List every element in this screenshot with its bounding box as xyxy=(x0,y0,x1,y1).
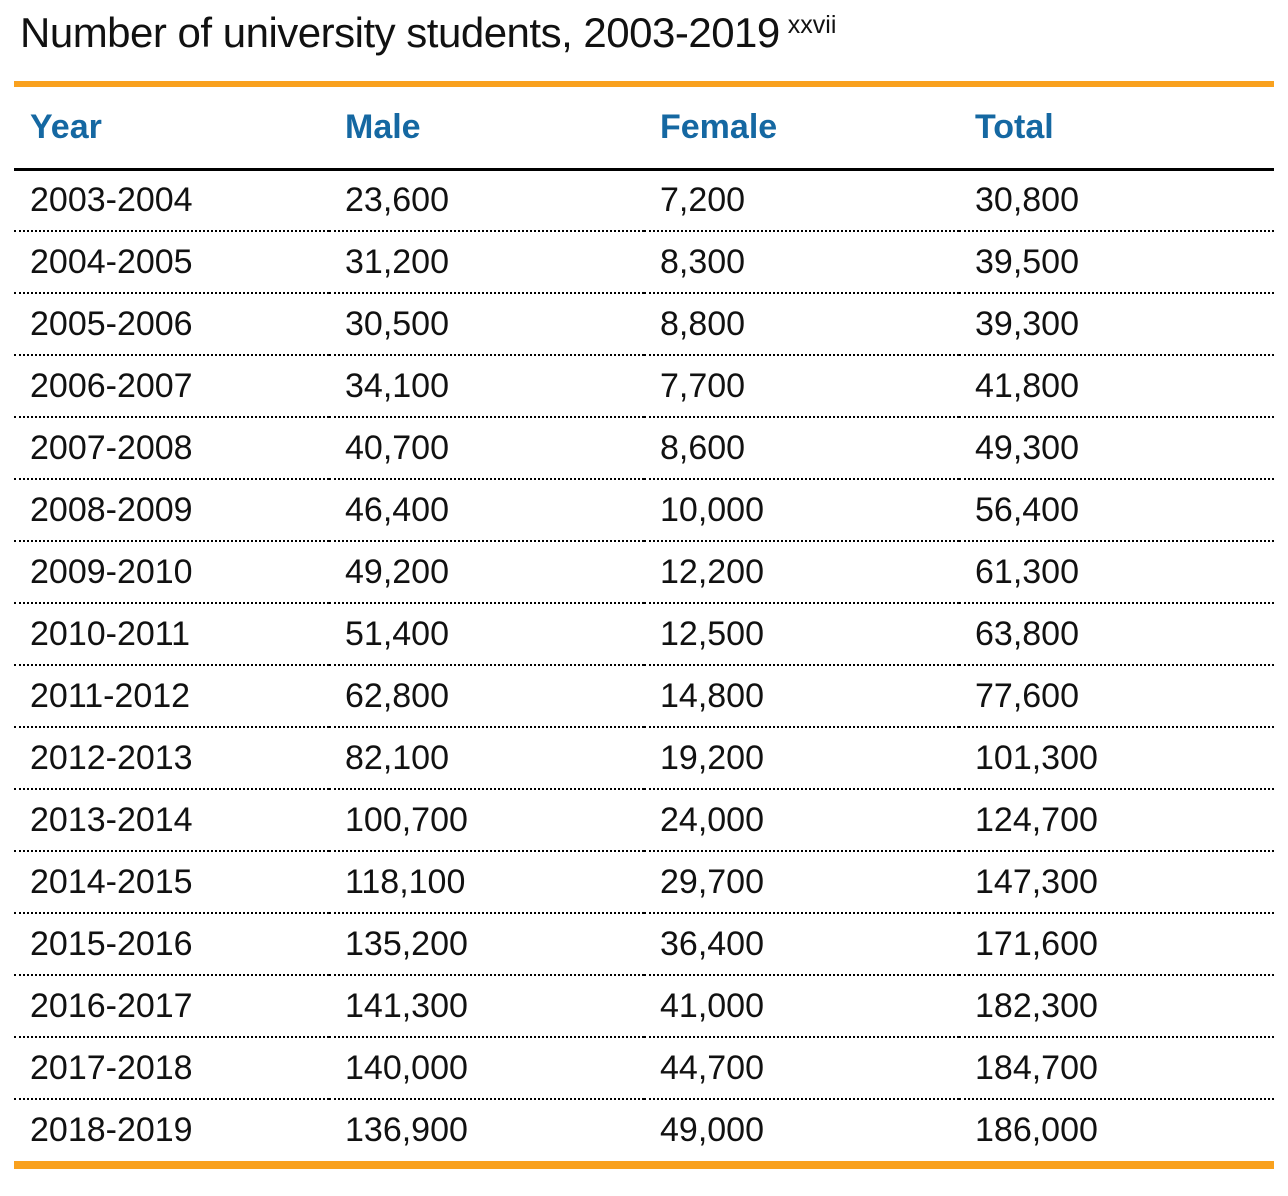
top-orange-rule xyxy=(14,81,1274,87)
page-title: Number of university students, 2003-2019… xyxy=(14,0,1274,81)
table-row: 2003-2004 23,600 7,200 30,800 xyxy=(14,169,1274,232)
cell-year: 2009-2010 xyxy=(14,541,329,604)
cell-year: 2011-2012 xyxy=(14,665,329,728)
cell-female: 12,200 xyxy=(644,541,959,604)
cell-total: 41,800 xyxy=(959,355,1274,418)
cell-female: 24,000 xyxy=(644,789,959,852)
cell-female: 12,500 xyxy=(644,603,959,666)
column-header-female: Female xyxy=(644,87,959,171)
cell-male: 62,800 xyxy=(329,665,644,728)
cell-female: 7,200 xyxy=(644,169,959,232)
cell-total: 186,000 xyxy=(975,1111,1098,1149)
table-row: 2005-2006 30,500 8,800 39,300 xyxy=(14,293,1274,356)
cell-year: 2010-2011 xyxy=(14,603,329,666)
cell-total: 49,300 xyxy=(959,417,1274,480)
table-row: 2018-2019 136,900 49,000 186,000 xyxy=(14,1099,1274,1161)
cell-female: 8,800 xyxy=(644,293,959,356)
university-students-table: Year Male Female Total 2003-2004 23,600 7,… xyxy=(14,87,1274,1161)
table-row: 2011-2012 62,800 14,800 77,600 xyxy=(14,665,1274,728)
table-title-text: Number of university students, 2003-2019 xyxy=(20,9,780,56)
table-row: 2004-2005 31,200 8,300 39,500 xyxy=(14,231,1274,294)
cell-male: 46,400 xyxy=(329,479,644,542)
cell-year: 2016-2017 xyxy=(14,975,329,1038)
cell-total: 56,400 xyxy=(959,479,1274,542)
cell-year: 2003-2004 xyxy=(14,169,329,232)
cell-total: 39,500 xyxy=(959,231,1274,294)
cell-female: 29,700 xyxy=(644,851,959,914)
cell-male: 34,100 xyxy=(329,355,644,418)
report-table-page: Number of university students, 2003-2019… xyxy=(14,0,1274,1169)
cell-male: 40,700 xyxy=(329,417,644,480)
cell-year: 2015-2016 xyxy=(14,913,329,976)
table-row: 2008-2009 46,400 10,000 56,400 xyxy=(14,479,1274,542)
cell-total: 77,600 xyxy=(959,665,1274,728)
bottom-orange-rule xyxy=(14,1161,1274,1169)
table-row: 2016-2017 141,300 41,000 182,300 xyxy=(14,975,1274,1038)
cell-male: 141,300 xyxy=(329,975,644,1038)
table-row: 2007-2008 40,700 8,600 49,300 xyxy=(14,417,1274,480)
cell-total: 61,300 xyxy=(959,541,1274,604)
cell-female: 7,700 xyxy=(644,355,959,418)
table-row: 2009-2010 49,200 12,200 61,300 xyxy=(14,541,1274,604)
cell-total: 101,300 xyxy=(959,727,1274,790)
table-row: 2010-2011 51,400 12,500 63,800 xyxy=(14,603,1274,666)
cell-male: 49,200 xyxy=(329,541,644,604)
cell-year: 2014-2015 xyxy=(14,851,329,914)
cell-total: 182,300 xyxy=(959,975,1274,1038)
cell-total: 171,600 xyxy=(959,913,1274,976)
cell-male: 118,100 xyxy=(329,851,644,914)
cell-male: 136,900 xyxy=(345,1111,468,1149)
footnote-reference: xxvii xyxy=(787,11,837,39)
cell-total: 63,800 xyxy=(959,603,1274,666)
table-row: 2012-2013 82,100 19,200 101,300 xyxy=(14,727,1274,790)
cell-male: 135,200 xyxy=(329,913,644,976)
table-row: 2015-2016 135,200 36,400 171,600 xyxy=(14,913,1274,976)
cell-male: 100,700 xyxy=(329,789,644,852)
cell-male: 23,600 xyxy=(329,169,644,232)
table-row: 2013-2014 100,700 24,000 124,700 xyxy=(14,789,1274,852)
cell-total: 30,800 xyxy=(959,169,1274,232)
column-header-male: Male xyxy=(329,87,644,171)
cell-female: 41,000 xyxy=(644,975,959,1038)
table-body: 2003-2004 23,600 7,200 30,800 2004-2005 31,20… xyxy=(14,169,1274,1161)
cell-total: 184,700 xyxy=(959,1037,1274,1100)
cell-year: 2006-2007 xyxy=(14,355,329,418)
cell-female: 10,000 xyxy=(644,479,959,542)
cell-year: 2018-2019 xyxy=(30,1111,193,1149)
table-row: 2014-2015 118,100 29,700 147,300 xyxy=(14,851,1274,914)
cell-year: 2017-2018 xyxy=(14,1037,329,1100)
cell-male: 82,100 xyxy=(329,727,644,790)
cell-male: 51,400 xyxy=(329,603,644,666)
column-header-total: Total xyxy=(959,87,1274,171)
cell-total: 39,300 xyxy=(959,293,1274,356)
cell-male: 140,000 xyxy=(329,1037,644,1100)
cell-year: 2004-2005 xyxy=(14,231,329,294)
cell-female: 36,400 xyxy=(644,913,959,976)
table-row: 2006-2007 34,100 7,700 41,800 xyxy=(14,355,1274,418)
cell-female: 8,600 xyxy=(644,417,959,480)
cell-male: 31,200 xyxy=(329,231,644,294)
table-row: 2017-2018 140,000 44,700 184,700 xyxy=(14,1037,1274,1100)
column-header-year: Year xyxy=(14,87,329,171)
cell-female: 49,000 xyxy=(660,1111,764,1149)
cell-female: 19,200 xyxy=(644,727,959,790)
cell-female: 8,300 xyxy=(644,231,959,294)
cell-year: 2012-2013 xyxy=(14,727,329,790)
cell-year: 2005-2006 xyxy=(14,293,329,356)
cell-male: 30,500 xyxy=(329,293,644,356)
cell-year: 2013-2014 xyxy=(14,789,329,852)
cell-total: 147,300 xyxy=(959,851,1274,914)
header-row: Year Male Female Total xyxy=(14,87,1274,171)
cell-female: 14,800 xyxy=(644,665,959,728)
cell-year: 2008-2009 xyxy=(14,479,329,542)
cell-year: 2007-2008 xyxy=(14,417,329,480)
cell-female: 44,700 xyxy=(644,1037,959,1100)
cell-total: 124,700 xyxy=(959,789,1274,852)
